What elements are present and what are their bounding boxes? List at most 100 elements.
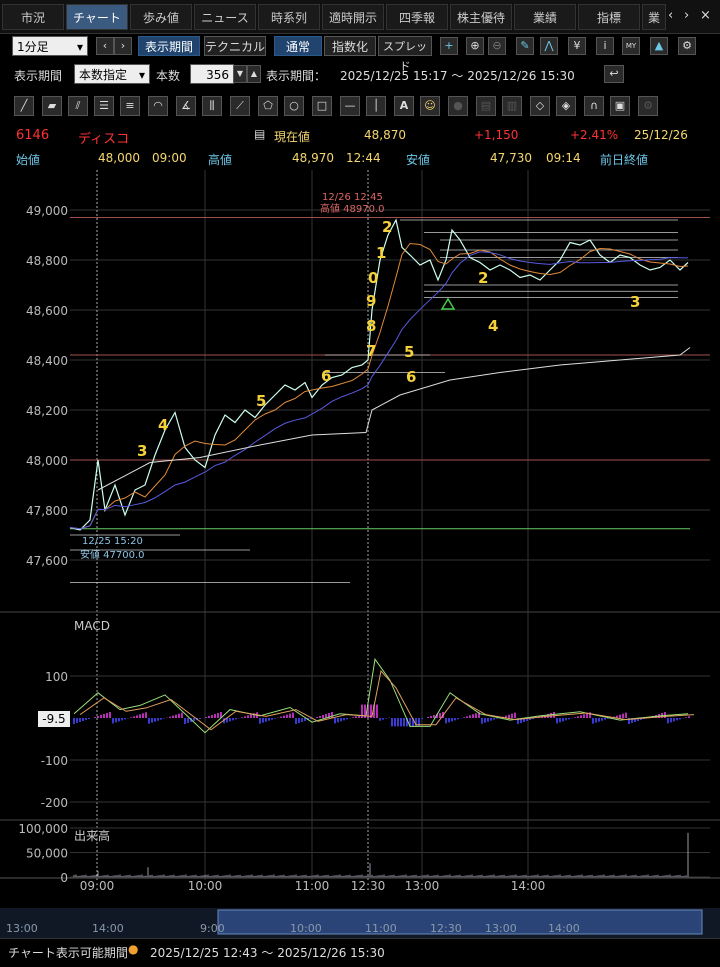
info-icon[interactable]: i	[596, 37, 614, 55]
tab-bar: 市況 チャート 歩み値 ニュース 時系列 適時開示 四季報 株主優待 業績 指標…	[0, 0, 720, 34]
open-time: 09:00	[152, 151, 187, 165]
settings-icon[interactable]: ⚙	[678, 37, 696, 55]
footer-label: チャート表示可能期間	[8, 946, 128, 960]
hline-tool-icon[interactable]: —	[340, 96, 360, 116]
count-label: 本数	[156, 69, 181, 83]
tab-prev-icon[interactable]: ‹	[668, 8, 674, 23]
change-value: +1,150	[474, 128, 519, 142]
tab-chart[interactable]: チャート	[66, 4, 128, 30]
icon-tool-icon[interactable]: ☺	[420, 96, 440, 116]
open-value: 48,000	[98, 151, 140, 165]
paste-icon[interactable]: ▥	[502, 96, 522, 116]
time-tick-label: 12:30	[351, 879, 386, 893]
area-chart-icon[interactable]: ▲	[650, 37, 668, 55]
tab-more[interactable]: 業	[642, 4, 666, 30]
ma-long-line	[69, 251, 689, 530]
document-icon[interactable]: ▤	[254, 127, 266, 141]
spread-mode-button[interactable]: スプレッド	[378, 36, 432, 73]
prev-close-label: 前日終値	[600, 153, 649, 167]
channel-tool-icon[interactable]: ≡	[120, 96, 140, 116]
tab-timeseries[interactable]: 時系列	[258, 4, 320, 30]
eraser-icon[interactable]: ◇	[530, 96, 550, 116]
navigator-tick: 13:00	[485, 922, 517, 935]
volume-tick-label: 100,000	[18, 822, 68, 836]
gann-tool-icon[interactable]: ⟋	[230, 96, 250, 116]
eraser-all-icon[interactable]: ◈	[556, 96, 576, 116]
copy-icon[interactable]: ▤	[476, 96, 496, 116]
next-icon[interactable]: ›	[114, 37, 132, 55]
tab-news[interactable]: ニュース	[194, 4, 256, 30]
stock-code: 6146	[16, 128, 50, 143]
interval-select[interactable]: 1分足 ▾	[12, 36, 88, 56]
reset-icon[interactable]: ↩	[604, 65, 624, 83]
price-tick-label: 48,400	[26, 354, 68, 368]
ma-short-line	[69, 242, 689, 530]
tab-results[interactable]: 業績	[514, 4, 576, 30]
delete-icon[interactable]: ●	[448, 96, 468, 116]
high-value-label: 高値 48970.0	[320, 202, 385, 215]
pentagon-tool-icon[interactable]: ⬠	[258, 96, 278, 116]
axis-labels: 49,000 48,800 48,600 48,400 48,200 48,000 47,8…	[18, 192, 545, 893]
fibonacci-tool-icon[interactable]: ☰	[94, 96, 114, 116]
count-up-icon[interactable]: ▲	[247, 65, 261, 83]
low-value: 47,730	[490, 151, 532, 165]
price-tick-label: 48,800	[26, 254, 68, 268]
macd-tick-label: 100	[45, 670, 68, 684]
navigator-tick: 13:00	[6, 922, 38, 935]
tab-shikiho[interactable]: 四季報	[386, 4, 448, 30]
period-mode-select[interactable]: 本数指定 ▾	[74, 64, 150, 84]
trend-icon[interactable]: ⋀	[540, 37, 558, 55]
macd-label: MACD	[74, 619, 110, 633]
time-tick-label: 14:00	[511, 879, 546, 893]
price-series	[69, 218, 691, 531]
count-down-icon[interactable]: ▼	[233, 65, 247, 83]
current-price: 48,870	[364, 128, 406, 142]
my-chart-icon[interactable]: MY	[622, 37, 640, 55]
footer-range: 2025/12/25 12:43 ～ 2025/12/26 15:30	[150, 946, 385, 960]
footer: チャート表示可能期間 ● 2025/12/25 12:43 ～ 2025/12/…	[0, 938, 720, 967]
prev-icon[interactable]: ‹	[96, 37, 114, 55]
fan-tool-icon[interactable]: ∡	[176, 96, 196, 116]
quote-info: 6146 ディスコ ▤ 現在値 48,870 +1,150 +2.41% 25/…	[0, 124, 720, 170]
navigator-tick: 14:00	[92, 922, 124, 935]
pen-icon[interactable]: ✎	[516, 37, 534, 55]
period-button[interactable]: 表示期間	[138, 36, 200, 56]
index-mode-button[interactable]: 指数化	[324, 36, 376, 56]
gear-icon[interactable]: ⚙	[638, 96, 658, 116]
count-label: 3	[137, 442, 147, 460]
tab-disclosure[interactable]: 適時開示	[322, 4, 384, 30]
tab-close-icon[interactable]: ×	[700, 8, 711, 23]
tab-trades[interactable]: 歩み値	[130, 4, 192, 30]
rectangle-tool-icon[interactable]: □	[312, 96, 332, 116]
bars-tool-icon[interactable]: ⫼	[202, 96, 222, 116]
arc-tool-icon[interactable]: ◠	[148, 96, 168, 116]
tab-indicators[interactable]: 指標	[578, 4, 640, 30]
change-pct: +2.41%	[570, 128, 619, 142]
magnet-icon[interactable]: ∩	[584, 96, 604, 116]
text-tool-icon[interactable]: A	[394, 96, 414, 116]
vline-tool-icon[interactable]: │	[366, 96, 386, 116]
chart-grid	[0, 170, 720, 880]
count-label: 2	[382, 218, 392, 236]
ruler-tool-icon[interactable]: ▰	[42, 96, 62, 116]
price-line	[69, 218, 689, 531]
parallel-tool-icon[interactable]: ⫽	[68, 96, 88, 116]
technical-button[interactable]: テクニカル	[204, 36, 266, 56]
tab-market[interactable]: 市況	[2, 4, 64, 30]
signal-line	[79, 669, 695, 731]
macd-tick-label: -200	[41, 796, 68, 810]
crosshair-icon[interactable]: +	[440, 37, 458, 55]
tab-next-icon[interactable]: ›	[684, 8, 690, 23]
circle-tool-icon[interactable]: ○	[284, 96, 304, 116]
zoom-in-icon[interactable]: ⊕	[466, 37, 484, 55]
tab-benefits[interactable]: 株主優待	[450, 4, 512, 30]
drawing-toolbar: ╱ ▰ ⫽ ☰ ≡ ◠ ∡ ⫼ ⟋ ⬠ ○ □ — │ A ☺ ● ▤ ▥ ◇ …	[0, 94, 720, 118]
time-tick-label: 11:00	[295, 879, 330, 893]
line-tool-icon[interactable]: ╱	[14, 96, 34, 116]
normal-mode-button[interactable]: 通常	[274, 36, 322, 56]
zoom-out-icon[interactable]: ⊖	[488, 37, 506, 55]
count-input[interactable]: 356	[190, 64, 234, 84]
lock-icon[interactable]: ▣	[610, 96, 630, 116]
yen-icon[interactable]: ¥	[568, 37, 586, 55]
price-chart[interactable]: 49,000 48,800 48,600 48,400 48,200 48,000 47,8…	[0, 170, 720, 938]
